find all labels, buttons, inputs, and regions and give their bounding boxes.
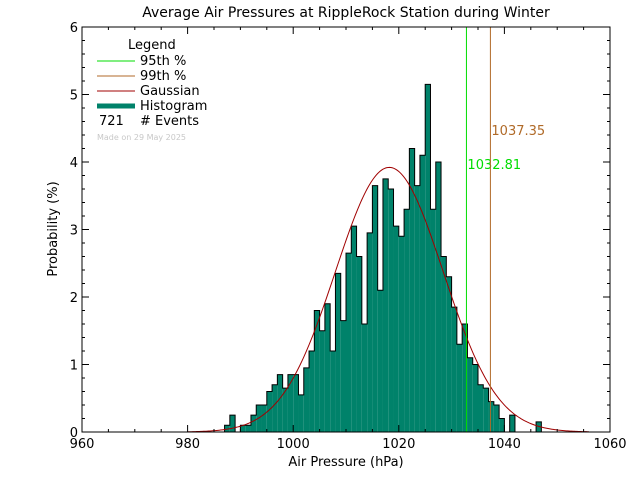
histogram-bar — [478, 384, 484, 432]
legend-events-label: # Events — [140, 114, 199, 129]
histogram-bar — [256, 405, 262, 432]
chart-title: Average Air Pressures at RippleRock Stat… — [142, 5, 550, 21]
x-tick-label: 1060 — [593, 437, 626, 452]
histogram-bar — [467, 357, 473, 432]
histogram-bar — [488, 401, 494, 432]
histogram-outline — [224, 83, 542, 433]
y-axis-label: Probability (%) — [46, 181, 61, 276]
histogram-bar — [409, 148, 415, 432]
histogram-bar — [509, 415, 515, 432]
legend-label: 95th % — [140, 54, 186, 69]
histogram-bar — [404, 209, 410, 432]
histogram-bar — [388, 189, 394, 432]
x-axis-ticks: 960 980 1000 1020 1040 1060 — [70, 27, 627, 452]
x-tick-label: 1020 — [382, 437, 415, 452]
histogram-bar — [536, 421, 542, 432]
histogram-bar — [441, 256, 447, 432]
histogram-bar — [298, 394, 304, 432]
histogram-bar — [462, 324, 468, 432]
histogram-bar — [425, 84, 431, 432]
histogram-bar — [351, 226, 357, 432]
histogram-bar — [261, 405, 267, 432]
percentile-layer: 1032.81 1037.35 — [465, 27, 545, 432]
histogram-bar — [361, 324, 368, 432]
made-on-note: Made on 29 May 2025 — [97, 133, 186, 142]
x-tick-label: 1000 — [277, 437, 310, 452]
histogram-bar — [430, 209, 436, 432]
histogram-bar — [398, 236, 405, 432]
x-tick-label: 980 — [175, 437, 200, 452]
legend-label: Gaussian — [140, 84, 200, 99]
y-tick-label: 6 — [70, 21, 78, 36]
histogram-bar — [483, 388, 489, 432]
histogram-bar — [266, 391, 273, 432]
histogram-bar — [340, 320, 346, 432]
histogram-bar — [435, 162, 442, 432]
y-tick-label: 5 — [70, 89, 78, 104]
y-tick-label: 0 — [70, 426, 78, 441]
histogram-bar — [335, 273, 341, 432]
histogram-bar — [272, 384, 278, 432]
histogram-bar — [451, 307, 457, 432]
histogram-bar — [414, 185, 420, 432]
x-axis-label: Air Pressure (hPa) — [288, 455, 403, 470]
histogram-bar — [372, 185, 378, 432]
histogram-bar — [472, 364, 478, 432]
histogram-bar — [393, 226, 399, 432]
histogram-bar — [324, 303, 331, 432]
y-tick-label: 2 — [70, 291, 78, 306]
legend-label: Histogram — [140, 99, 207, 114]
histogram-bar — [309, 351, 315, 432]
histogram-bar — [293, 374, 299, 432]
histogram-bar — [250, 415, 257, 432]
histogram-bar — [367, 232, 373, 432]
histogram-bars — [224, 83, 542, 433]
gaussian-layer — [187, 166, 589, 433]
gaussian-curve — [187, 166, 589, 433]
histogram-bar — [346, 253, 352, 432]
percentile-label: 1032.81 — [467, 158, 521, 173]
percentile-label: 1037.35 — [491, 124, 545, 139]
histogram-bar — [319, 330, 325, 432]
legend-events-count: 721 — [99, 114, 124, 129]
x-tick-label: 960 — [70, 437, 95, 452]
y-axis-ticks: 0 1 2 3 4 5 6 — [70, 21, 610, 441]
histogram-bar — [377, 290, 383, 432]
legend-label: 99th % — [140, 69, 186, 84]
histogram-bar — [303, 367, 310, 432]
histogram-bar — [382, 178, 389, 432]
histogram-bar — [245, 425, 251, 432]
y-tick-label: 4 — [70, 156, 78, 171]
histogram-bar — [446, 276, 452, 432]
histogram-bar — [499, 418, 505, 432]
x-tick-label: 1040 — [488, 437, 521, 452]
histogram-bar — [456, 344, 463, 432]
histogram-bar — [356, 256, 362, 432]
histogram-bar — [277, 374, 283, 432]
histogram-bar — [419, 155, 426, 432]
y-tick-label: 1 — [70, 359, 78, 374]
histogram-bar — [282, 388, 288, 432]
legend-title: Legend — [128, 38, 176, 53]
histogram-bar — [287, 374, 294, 432]
histogram-bar — [314, 310, 320, 432]
y-tick-label: 3 — [70, 224, 78, 239]
histogram-bar — [330, 351, 336, 432]
histogram-bar — [229, 415, 236, 432]
histogram-bar — [493, 405, 500, 432]
histogram-bar — [240, 425, 246, 432]
histogram-bar — [224, 425, 230, 432]
